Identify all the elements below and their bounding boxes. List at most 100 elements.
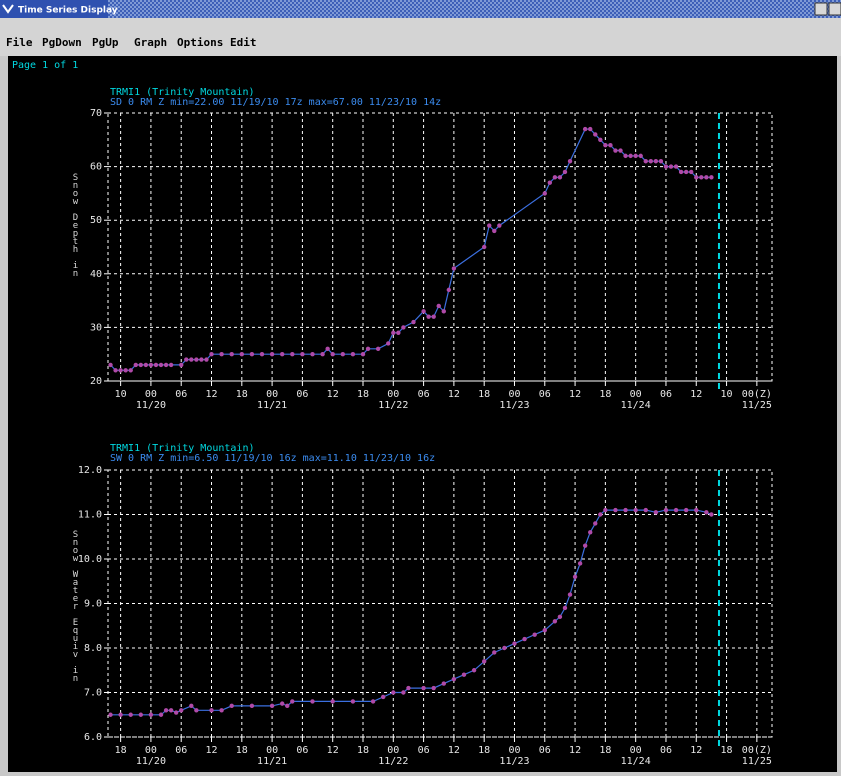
x-tick-label: 00	[630, 389, 642, 400]
menu-item[interactable]: Graph	[134, 36, 167, 49]
data-point	[401, 690, 406, 695]
data-point	[461, 672, 467, 677]
x-tick-label: 00	[508, 389, 520, 400]
data-point	[542, 191, 547, 196]
date-label: 11/22	[378, 400, 408, 411]
x-tick-label: 00	[387, 745, 399, 756]
data-point	[396, 330, 401, 335]
y-tick-label: 7.0	[84, 688, 102, 699]
y-tick-label: 70	[90, 108, 102, 119]
x-tick-label: 18	[599, 745, 611, 756]
data-point	[143, 362, 149, 368]
data-point	[582, 543, 588, 548]
y-tick-label: 40	[90, 269, 102, 280]
data-point	[497, 223, 502, 228]
data-point	[239, 352, 245, 357]
data-point	[153, 362, 159, 368]
close-button[interactable]	[828, 2, 841, 16]
data-point	[158, 712, 164, 717]
data-point	[360, 352, 366, 357]
y-axis-label: Snow Water Equiv in	[71, 530, 81, 682]
data-point	[643, 507, 648, 513]
date-label: 11/24	[621, 756, 651, 767]
menu-bar	[0, 18, 841, 56]
y-tick-label: 9.0	[84, 599, 102, 610]
data-point	[128, 712, 133, 717]
data-point	[163, 362, 169, 368]
data-point	[704, 510, 709, 515]
data-point	[492, 650, 497, 655]
data-point	[593, 521, 598, 526]
menu-item[interactable]: PgDown	[42, 36, 82, 49]
data-point	[421, 685, 426, 691]
data-point	[128, 368, 133, 373]
data-point	[487, 223, 492, 228]
x-tick-label: 00	[266, 389, 278, 400]
data-point	[108, 362, 113, 368]
x-tick-label: 18	[599, 389, 611, 400]
x-tick-label: 06	[660, 389, 672, 400]
plot-canvas	[8, 56, 837, 772]
menu-item[interactable]: PgUp	[92, 36, 119, 49]
data-point	[189, 357, 194, 362]
data-point	[562, 169, 568, 175]
x-tick-label: 12	[448, 389, 460, 400]
x-tick-label: 06	[175, 389, 187, 400]
date-label: 11/25	[742, 400, 772, 411]
x-tick-label: 12	[569, 389, 581, 400]
data-point	[290, 699, 295, 704]
y-axis-label: Snow Depth in	[71, 173, 81, 277]
menu-item[interactable]: Options	[177, 36, 223, 49]
x-tick-label: 12	[327, 389, 339, 400]
data-point	[552, 175, 558, 180]
data-point	[290, 352, 295, 357]
menu-item[interactable]: Edit	[230, 36, 257, 49]
window-menu-icon[interactable]	[2, 4, 14, 14]
data-point	[593, 132, 598, 137]
data-point	[421, 309, 426, 314]
data-point	[401, 325, 406, 330]
data-point	[118, 712, 123, 717]
data-point	[204, 357, 209, 362]
data-point	[598, 512, 603, 517]
data-point	[694, 175, 699, 180]
data-point	[678, 169, 684, 175]
data-point	[194, 708, 199, 713]
data-point	[653, 510, 659, 515]
data-point	[340, 352, 345, 357]
data-point	[582, 126, 588, 132]
x-tick-label: 18	[721, 745, 733, 756]
data-point	[249, 352, 255, 357]
x-tick-label: 00	[145, 745, 157, 756]
data-point	[471, 668, 477, 673]
data-point	[663, 507, 669, 513]
data-point	[557, 175, 563, 180]
x-tick-label: 18	[478, 745, 490, 756]
x-tick-label: 06	[660, 745, 672, 756]
data-point	[699, 175, 704, 180]
data-point	[648, 159, 654, 164]
data-point	[623, 153, 628, 159]
date-label: 11/24	[621, 400, 651, 411]
date-label: 11/23	[499, 756, 529, 767]
data-point	[492, 228, 497, 234]
data-point	[269, 352, 275, 357]
menu-item[interactable]: File	[6, 36, 33, 49]
data-point	[386, 341, 391, 346]
data-point	[451, 266, 457, 271]
data-point	[588, 126, 593, 132]
data-point	[330, 352, 335, 357]
data-point	[391, 690, 396, 695]
data-point	[603, 142, 608, 148]
data-point	[285, 703, 290, 709]
data-point	[350, 352, 356, 357]
data-point	[194, 357, 199, 362]
data-point	[138, 362, 144, 368]
data-point	[441, 309, 446, 314]
maximize-button[interactable]	[814, 2, 828, 16]
data-point	[365, 346, 371, 352]
data-point	[330, 699, 335, 704]
data-point	[567, 159, 573, 164]
date-label: 11/21	[257, 400, 287, 411]
